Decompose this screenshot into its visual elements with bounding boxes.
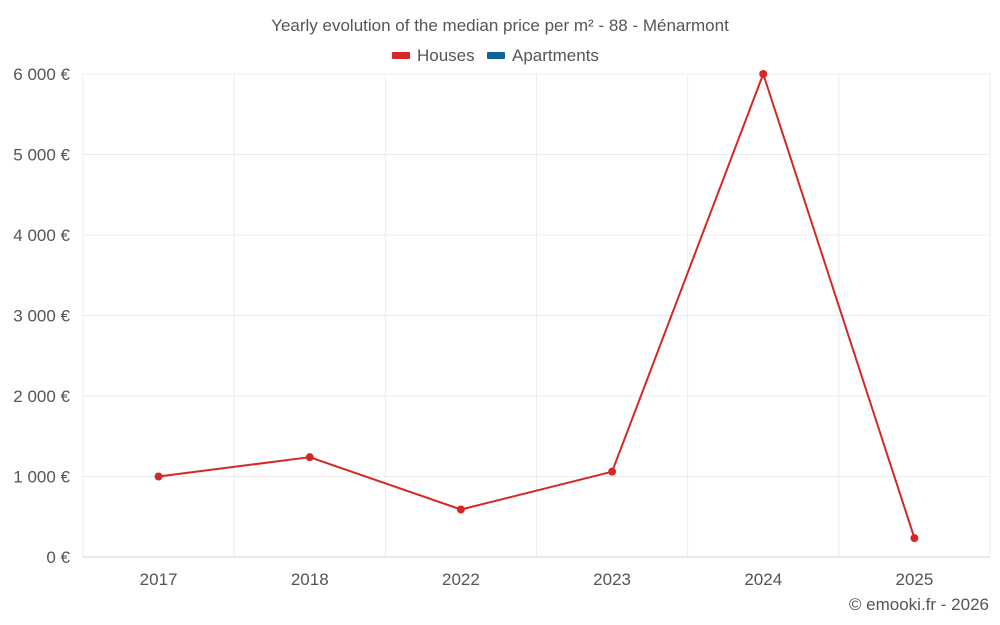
credit-text: © emooki.fr - 2026 — [849, 595, 989, 614]
data-point-houses[interactable] — [456, 505, 465, 514]
x-tick-label: 2023 — [593, 570, 631, 589]
y-axis-labels: 0 € 1 000 € 2 000 € 3 000 € 4 000 € 5 000 € 6 … — [13, 65, 70, 567]
data-point-houses[interactable] — [759, 70, 768, 78]
x-tick-label: 2024 — [744, 570, 782, 589]
y-tick-label: 2 000 € — [13, 387, 70, 406]
data-point-houses[interactable] — [608, 467, 617, 476]
y-tick-label: 0 € — [46, 548, 70, 567]
x-tick-label: 2018 — [291, 570, 329, 589]
grid — [82, 73, 991, 557]
series-line-houses — [158, 73, 916, 539]
data-point-houses[interactable] — [305, 453, 314, 462]
legend-swatch-houses — [392, 52, 410, 59]
y-tick-label: 6 000 € — [13, 65, 70, 84]
y-tick-label: 4 000 € — [13, 226, 70, 245]
legend-label-houses: Houses — [417, 46, 475, 65]
y-tick-label: 5 000 € — [13, 146, 70, 165]
legend: Houses Apartments — [392, 46, 599, 65]
data-point-houses[interactable] — [910, 534, 919, 543]
x-tick-label: 2025 — [896, 570, 934, 589]
legend-swatch-apartments — [487, 52, 505, 59]
legend-item-apartments[interactable]: Apartments — [487, 46, 599, 65]
x-tick-label: 2017 — [140, 570, 178, 589]
series-houses — [154, 70, 919, 543]
chart-title: Yearly evolution of the median price per… — [271, 16, 729, 35]
y-tick-label: 1 000 € — [13, 468, 70, 487]
y-tick-label: 3 000 € — [13, 307, 70, 326]
x-axis-labels: 2017 2018 2022 2023 2024 2025 — [140, 570, 934, 589]
legend-label-apartments: Apartments — [512, 46, 599, 65]
legend-item-houses[interactable]: Houses — [392, 46, 475, 65]
data-point-houses[interactable] — [154, 472, 163, 481]
x-tick-label: 2022 — [442, 570, 480, 589]
